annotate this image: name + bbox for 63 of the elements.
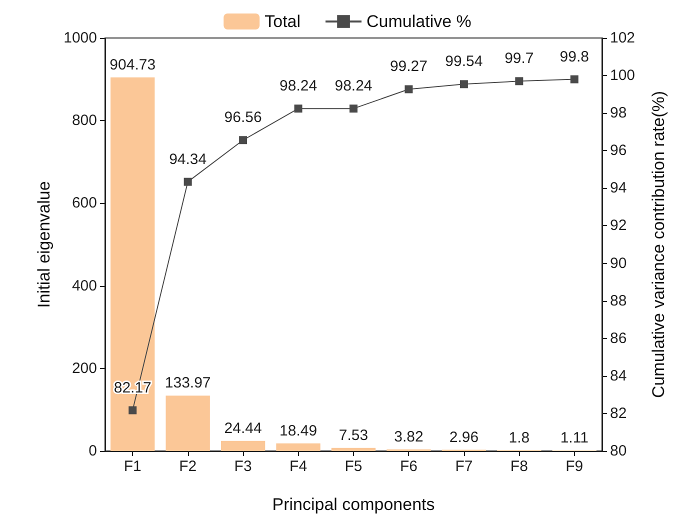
point: [515, 77, 524, 86]
y2-tick-label: 80: [610, 442, 627, 460]
data-label: 96.56: [224, 109, 262, 126]
bar: [220, 440, 266, 451]
point: [239, 136, 248, 144]
y2-tick-label: 86: [610, 330, 627, 347]
x-tick-label: F7: [455, 458, 473, 475]
y2-tick-label: 90: [610, 254, 627, 272]
y2-tick-label: 92: [610, 217, 627, 234]
data-label: 1.8: [508, 429, 530, 446]
data-label: 3.82: [394, 428, 424, 446]
point: [128, 406, 137, 414]
y2-axis-title: Cumulative variance contribution rate(%): [649, 90, 668, 398]
data-label: 133.97: [164, 374, 211, 392]
y2-tick-label: 96: [610, 142, 627, 160]
y2-tick-label: 82: [610, 404, 627, 422]
y2-tick-label: 100: [610, 67, 636, 84]
y2-tick-label: 88: [610, 292, 627, 310]
bar: [276, 443, 320, 451]
data-label: 18.49: [280, 422, 318, 440]
y2-tick-label: 84: [610, 367, 627, 384]
point: [460, 80, 468, 88]
x-tick-label: F5: [344, 458, 362, 475]
y2-tick-label: 94: [610, 180, 627, 197]
x-tick-label: F8: [510, 458, 528, 475]
y-tick-label: 600: [72, 194, 97, 212]
y-tick-label: 800: [72, 112, 97, 130]
point: [294, 104, 302, 113]
data-label: 98.24: [334, 78, 372, 95]
data-label: 99.27: [390, 58, 428, 76]
x-tick-label: F9: [566, 458, 584, 475]
y2-tick-label: 102: [610, 30, 636, 46]
x-tick-label: F1: [124, 458, 142, 475]
y-tick-label: 1000: [64, 30, 97, 46]
data-label: 99.7: [504, 50, 534, 68]
data-label: 94.34: [169, 150, 207, 168]
data-label: 2.96: [449, 428, 479, 446]
x-tick-label: F3: [234, 458, 252, 475]
y-axis-title: Initial eigenvalue: [34, 181, 54, 308]
x-tick-label: F4: [290, 458, 308, 475]
point: [404, 85, 413, 94]
y-tick-label: 400: [72, 277, 97, 294]
y-tick-label: 0: [88, 442, 97, 460]
data-label: 7.53: [338, 426, 368, 444]
y-tick-label: 200: [72, 360, 97, 377]
data-label: 904.73: [110, 56, 156, 74]
data-label: 99.8: [560, 48, 589, 66]
x-tick-label: F2: [179, 458, 197, 475]
bar: [166, 396, 210, 451]
data-label: 99.54: [445, 53, 483, 70]
point: [350, 104, 358, 113]
bar: [110, 77, 155, 451]
legend-label: Cumulative %: [366, 12, 472, 31]
y2-tick-label: 98: [610, 104, 627, 122]
legend-label: Total: [264, 12, 301, 31]
bar: [331, 448, 376, 451]
data-label: 1.11: [560, 430, 588, 447]
point: [184, 178, 192, 186]
x-tick-label: F6: [400, 458, 418, 475]
point: [570, 75, 578, 84]
data-label: 98.24: [280, 78, 318, 95]
x-axis-title: Principal components: [272, 495, 435, 514]
data-label: 24.44: [224, 420, 262, 437]
